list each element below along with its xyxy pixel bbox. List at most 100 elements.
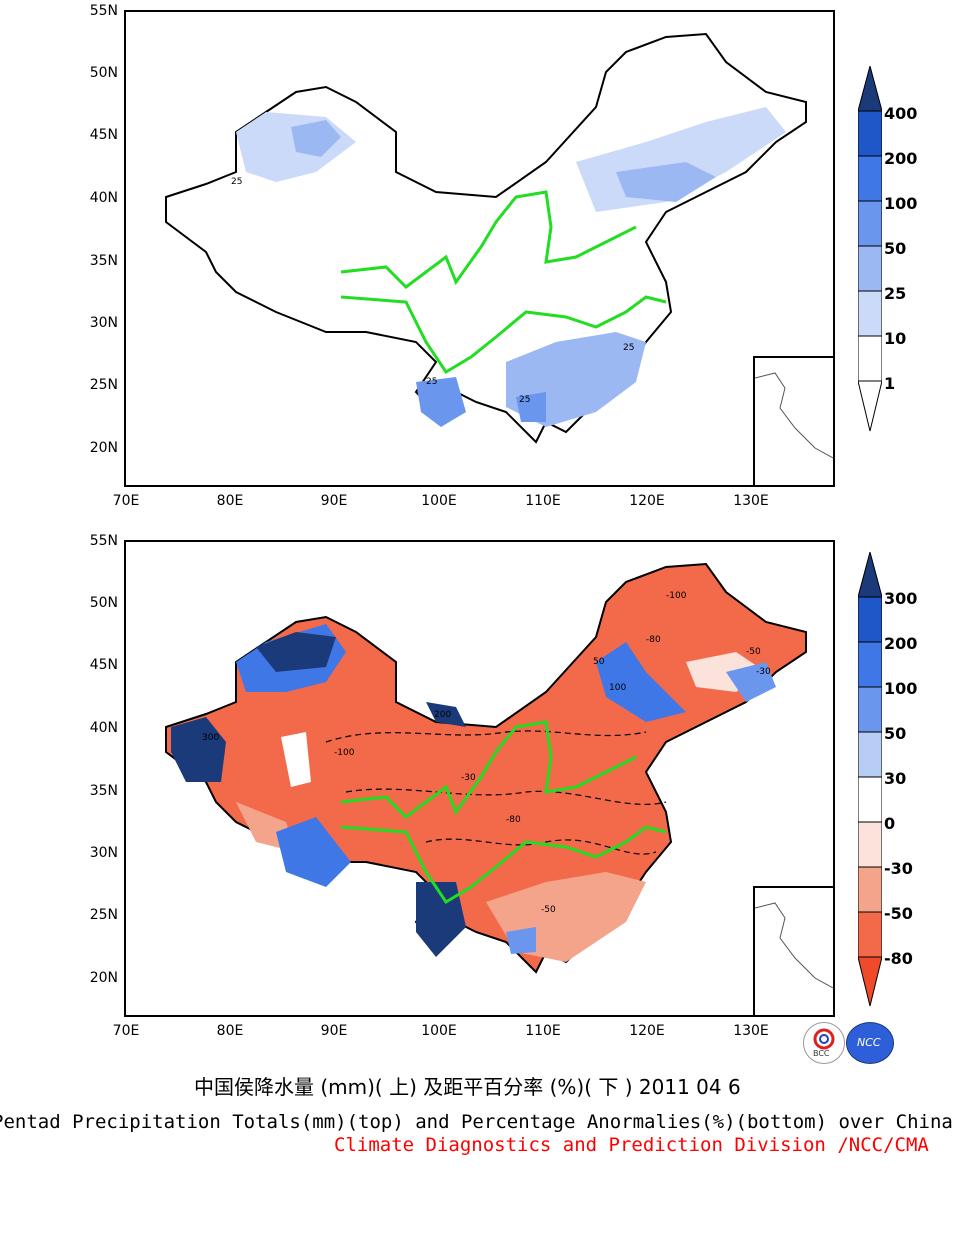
pos-anomaly-guangxi	[506, 927, 536, 954]
bottom-xtick-80e: 80E	[216, 1023, 244, 1039]
top-ytick-50n: 50N	[89, 65, 118, 81]
bottom-xtick-90e: 90E	[320, 1023, 348, 1039]
top-xtick-110e: 110E	[525, 493, 561, 509]
bcc-logo-mark	[813, 1028, 835, 1050]
bottom-cb-label-200: 200	[884, 634, 918, 653]
pos-anomaly-qilian	[426, 702, 466, 727]
bottom-ytick-30n: 30N	[89, 845, 118, 861]
bottom-contour-label-9: -50	[541, 905, 556, 915]
pos-anomaly-ne-edge	[726, 662, 776, 702]
bottom-xtick-70e: 70E	[112, 1023, 140, 1039]
bottom-ytick-25n: 25N	[89, 907, 118, 923]
precip-blob-sw	[416, 377, 466, 427]
yangtze-river-bottom	[340, 825, 667, 905]
top-cb-label-200: 200	[884, 149, 918, 168]
top-map-canvas: 25 25 25 25	[165, 32, 807, 444]
ncc-logo-text: NCC	[857, 1036, 881, 1049]
bottom-contour-label-8: -80	[506, 815, 521, 825]
precip-blob-se-core	[516, 392, 546, 422]
caption-chinese-title: 中国侯降水量 (mm)( 上) 及距平百分率 (%)( 下 ) 2011 04 …	[194, 1075, 741, 1099]
top-contour-label-2: 25	[426, 377, 437, 387]
top-cb-label-50: 50	[884, 239, 907, 258]
pos-anomaly-yunnan	[416, 882, 466, 957]
bottom-contour-label-11: 200	[434, 710, 451, 720]
top-cb-label-400: 400	[884, 104, 918, 123]
bottom-contour-label-12: 50	[593, 657, 605, 667]
dashed-contour-2	[345, 788, 667, 805]
caption-organization: Climate Diagnostics and Prediction Divis…	[334, 1134, 929, 1156]
bottom-ytick-35n: 35N	[89, 783, 118, 799]
top-xtick-70e: 70E	[112, 493, 140, 509]
top-cb-label-1: 1	[884, 374, 896, 393]
inset-coast-bottom	[755, 902, 833, 989]
top-xtick-80e: 80E	[216, 493, 244, 509]
bottom-xtick-130e: 130E	[733, 1023, 769, 1039]
top-ytick-25n: 25N	[89, 377, 118, 393]
top-contour-label-3: 25	[519, 395, 530, 405]
bcc-logo-text: BCC	[813, 1049, 830, 1058]
top-cb-label-10: 10	[884, 329, 907, 348]
pos-anomaly-west-edge	[171, 717, 226, 782]
top-contour-label-1: 25	[231, 177, 242, 187]
bottom-contour-label-6: 300	[202, 733, 219, 743]
yellow-river-bottom	[340, 720, 637, 819]
dashed-contour-1	[325, 730, 647, 743]
bottom-xtick-100e: 100E	[421, 1023, 457, 1039]
top-xtick-90e: 90E	[320, 493, 348, 509]
precip-blob-nw-core	[291, 120, 341, 157]
top-colorbar-graphic	[857, 64, 883, 432]
yangtze-river-top	[340, 295, 667, 375]
top-xtick-120e: 120E	[629, 493, 665, 509]
top-xtick-130e: 130E	[733, 493, 769, 509]
bottom-contour-label-4: -30	[756, 667, 771, 677]
bottom-contour-label-7: -100	[334, 748, 355, 758]
top-contour-label-4: 25	[623, 343, 634, 353]
bottom-contour-label-10: -30	[461, 773, 476, 783]
top-south-china-sea-inset	[753, 356, 833, 485]
top-ytick-55n: 55N	[89, 3, 118, 19]
dashed-contour-3	[425, 838, 657, 855]
bottom-cb-label-neg30: -30	[884, 859, 913, 878]
bottom-ytick-45n: 45N	[89, 657, 118, 673]
bottom-xtick-110e: 110E	[525, 1023, 561, 1039]
pos-anomaly-tibet	[276, 817, 351, 887]
bottom-ytick-40n: 40N	[89, 720, 118, 736]
top-ytick-30n: 30N	[89, 315, 118, 331]
top-cb-label-100: 100	[884, 194, 918, 213]
bottom-xtick-120e: 120E	[629, 1023, 665, 1039]
top-ytick-45n: 45N	[89, 127, 118, 143]
top-cb-label-25: 25	[884, 284, 907, 303]
bottom-contour-label-3: -50	[746, 647, 761, 657]
bottom-cb-label-neg50: -50	[884, 904, 913, 923]
inset-coast-top	[755, 372, 833, 459]
bottom-map: -100 -80 -50 -30 100 300 -100 -80 -50 -3…	[124, 540, 835, 1017]
bottom-ytick-20n: 20N	[89, 970, 118, 986]
bottom-map-canvas: -100 -80 -50 -30 100 300 -100 -80 -50 -3…	[165, 562, 807, 974]
top-colorbar	[857, 64, 883, 432]
bottom-ytick-50n: 50N	[89, 595, 118, 611]
bottom-ytick-55n: 55N	[89, 533, 118, 549]
caption-english-title: Pentad Precipitation Totals(mm)(top) and…	[0, 1111, 953, 1133]
bottom-contour-label-1: -100	[666, 591, 687, 601]
bottom-cb-label-300: 300	[884, 589, 918, 608]
pos-anomaly-ne	[596, 642, 686, 722]
bottom-panel: -100 -80 -50 -30 100 300 -100 -80 -50 -3…	[0, 530, 960, 1050]
top-ytick-20n: 20N	[89, 440, 118, 456]
pos-anomaly-nw-core	[256, 632, 336, 672]
bottom-contour-label-2: -80	[646, 635, 661, 645]
top-map: 25 25 25 25	[124, 10, 835, 487]
bottom-cb-label-0: 0	[884, 814, 896, 833]
bcc-logo: BCC	[803, 1022, 845, 1064]
top-ytick-35n: 35N	[89, 253, 118, 269]
ncc-logo: NCC	[846, 1022, 894, 1064]
top-xtick-100e: 100E	[421, 493, 457, 509]
bottom-contour-label-5: 100	[609, 683, 626, 693]
anomaly-zero-tarim	[281, 732, 311, 787]
bottom-colorbar-graphic	[857, 550, 883, 1007]
bottom-south-china-sea-inset	[753, 886, 833, 1015]
yellow-river-top	[340, 190, 637, 289]
top-ytick-40n: 40N	[89, 190, 118, 206]
top-panel: 25 25 25 25 55N 50N 45N 40N 35N 30N 25N …	[0, 0, 960, 520]
bottom-cb-label-100: 100	[884, 679, 918, 698]
bottom-cb-label-neg80: -80	[884, 949, 913, 968]
